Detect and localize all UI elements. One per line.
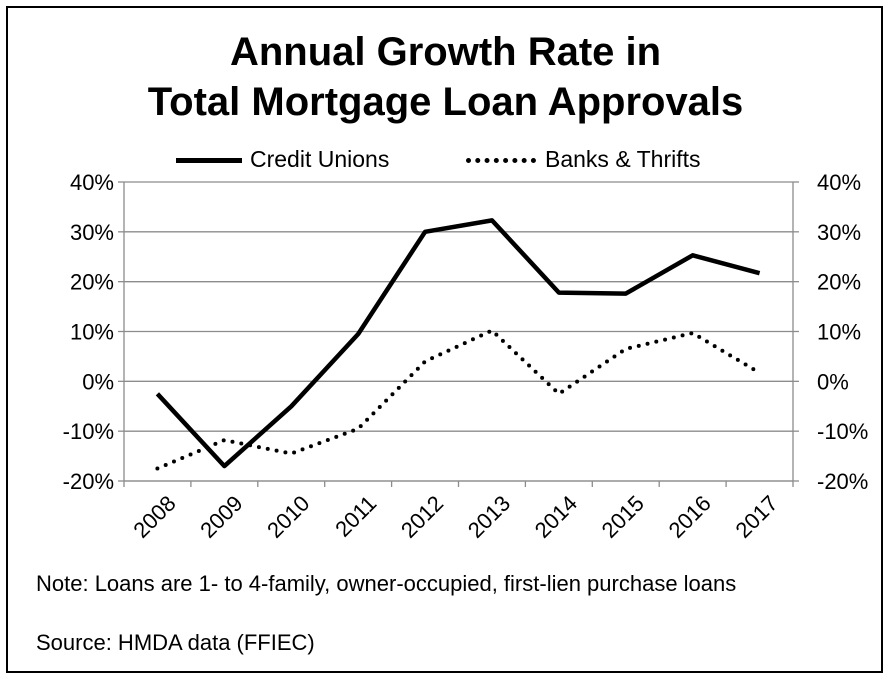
series-line-credit-unions — [155, 218, 761, 469]
x-tick-label: 2010 — [262, 491, 314, 543]
chart-title-line-2: Total Mortgage Loan Approvals — [147, 80, 744, 124]
y-tick-label-right: 10% — [817, 320, 861, 345]
y-tick-label-left: 40% — [70, 170, 114, 195]
y-tick-label-right: 20% — [817, 270, 861, 295]
legend-label-banks-thrifts: Banks & Thrifts — [545, 146, 701, 172]
x-tick-label: 2016 — [664, 491, 716, 543]
chart-title-line-1: Annual Growth Rate in — [229, 30, 662, 74]
y-tick-label-left: 30% — [70, 220, 114, 245]
y-tick-label-right: -10% — [817, 419, 868, 444]
x-tick-label: 2015 — [597, 491, 649, 543]
y-tick-label-right: 30% — [817, 220, 861, 245]
y-tick-label-left: 0% — [82, 369, 114, 394]
legend-label-credit-unions: Credit Unions — [250, 146, 390, 172]
x-tick-label: 2017 — [730, 491, 782, 543]
y-tick-label-right: 0% — [817, 369, 849, 394]
legend-swatch-banks-thrifts — [466, 158, 536, 163]
legend-swatch-credit-unions — [176, 158, 242, 163]
x-tick-label: 2009 — [195, 491, 247, 543]
y-tick-label-left: 20% — [70, 270, 114, 295]
chart-note: Note: Loans are 1- to 4-family, owner-oc… — [36, 571, 737, 596]
x-tick-label: 2011 — [330, 491, 381, 542]
chart-source: Source: HMDA data (FFIEC) — [36, 630, 315, 655]
y-tick-label-right: 40% — [817, 170, 861, 195]
x-tick-label: 2012 — [396, 491, 448, 543]
series-line-banks-thrifts — [155, 328, 762, 471]
y-tick-label-left: -20% — [63, 469, 114, 494]
x-tick-label: 2013 — [463, 491, 515, 543]
chart-frame — [6, 6, 883, 673]
chart-legend: Credit Unions Banks & Thrifts — [0, 146, 891, 172]
x-tick-label: 2014 — [530, 491, 582, 543]
x-tick-label: 2008 — [128, 491, 180, 543]
y-tick-label-left: -10% — [63, 419, 114, 444]
y-tick-label-right: -20% — [817, 469, 868, 494]
y-tick-label-left: 10% — [70, 320, 114, 345]
